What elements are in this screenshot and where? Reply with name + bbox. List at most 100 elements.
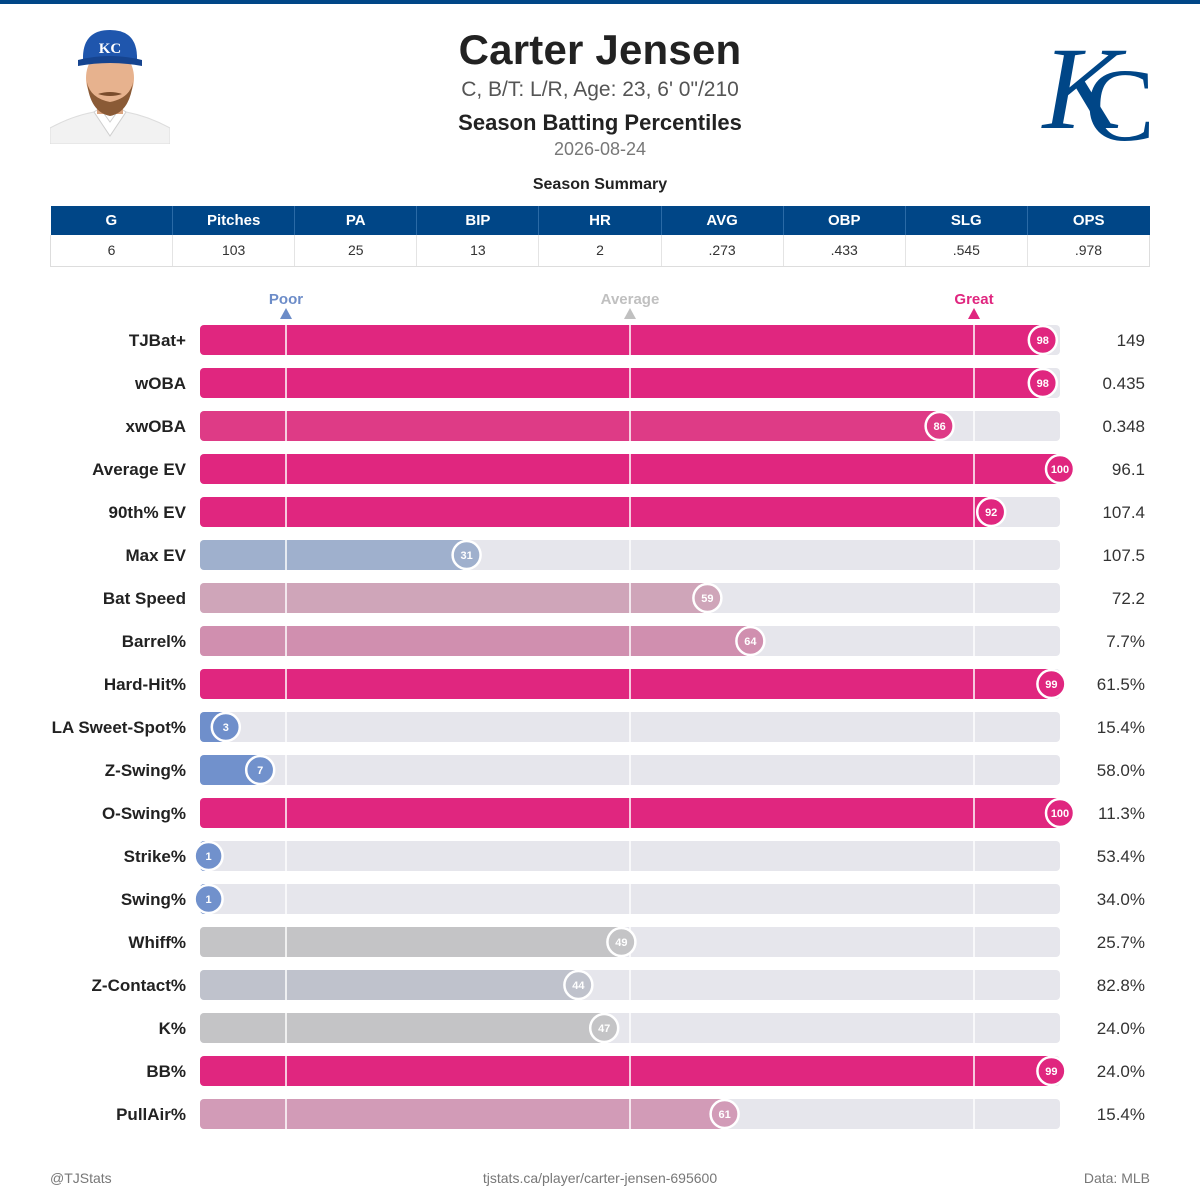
- percentile-label-la-sweet-spot: 3: [223, 722, 229, 734]
- reference-label-great: Great: [954, 291, 993, 308]
- summary-col-ops: OPS: [1027, 206, 1150, 235]
- footer-url[interactable]: tjstats.ca/player/carter-jensen-695600: [482, 1170, 718, 1186]
- metric-value-90th-ev: 107.4: [1102, 503, 1145, 522]
- report-date: 2026-08-24: [553, 139, 647, 159]
- bar-xwoba: [200, 411, 940, 441]
- percentile-label-woba: 98: [1037, 378, 1049, 390]
- metric-value-pullair: 15.4%: [1097, 1105, 1145, 1124]
- percentile-label-average-ev: 100: [1051, 464, 1069, 476]
- bar-hard-hit: [200, 669, 1052, 699]
- percentile-badge-max-ev: [451, 539, 482, 571]
- percentile-label-strike: 1: [206, 851, 212, 863]
- metric-value-max-ev: 107.5: [1102, 546, 1145, 565]
- percentile-label-k: 47: [598, 1023, 610, 1035]
- bar-whiff: [200, 927, 622, 957]
- percentile-label-z-swing: 7: [257, 765, 263, 777]
- metric-value-bb: 24.0%: [1097, 1062, 1145, 1081]
- top-rule: [0, 0, 1200, 4]
- percentile-badge-bat-speed: [692, 582, 723, 614]
- metric-label-k: K%: [159, 1019, 186, 1038]
- summary-col-g: G: [50, 206, 174, 235]
- reference-marker-poor: [280, 308, 292, 319]
- svg-text:K: K: [1041, 24, 1127, 146]
- percentile-badge-90th-ev: [975, 496, 1007, 528]
- bar-pullair: [200, 1099, 725, 1129]
- summary-val-hr: 2: [538, 235, 662, 267]
- reference-label-poor: Poor: [269, 291, 303, 308]
- metric-value-bat-speed: 72.2: [1112, 589, 1145, 608]
- metric-value-tjbat: 149: [1117, 331, 1145, 350]
- metric-label-swing: Swing%: [121, 890, 186, 909]
- metric-label-z-swing: Z-Swing%: [105, 761, 186, 780]
- percentile-label-swing: 1: [206, 894, 212, 906]
- metric-label-90th-ev: 90th% EV: [109, 503, 187, 522]
- reference-marker-great: [968, 308, 980, 319]
- summary-col-slg: SLG: [905, 206, 1028, 235]
- percentile-label-z-contact: 44: [572, 980, 585, 992]
- summary-col-obp: OBP: [783, 206, 906, 235]
- metric-label-whiff: Whiff%: [128, 933, 186, 952]
- metric-value-z-swing: 58.0%: [1097, 761, 1145, 780]
- percentile-label-90th-ev: 92: [985, 507, 997, 519]
- bar-woba: [200, 368, 1043, 398]
- metric-value-xwoba: 0.348: [1102, 417, 1145, 436]
- bar-barrel: [200, 626, 751, 656]
- footer-source: Data: MLB: [1083, 1170, 1150, 1186]
- summary-col-bip: BIP: [416, 206, 540, 235]
- metric-value-average-ev: 96.1: [1112, 460, 1145, 479]
- percentile-badge-swing: [193, 883, 224, 915]
- bar-z-contact: [200, 970, 579, 1000]
- bar-z-swing: [200, 755, 261, 785]
- metric-value-swing: 34.0%: [1097, 890, 1145, 909]
- percentile-label-max-ev: 31: [460, 550, 472, 562]
- percentile-badge-xwoba: [924, 410, 955, 442]
- percentile-label-pullair: 61: [718, 1109, 730, 1121]
- percentile-badge-o-swing: [1044, 797, 1076, 829]
- summary-col-pitches: Pitches: [172, 206, 296, 235]
- metric-label-tjbat: TJBat+: [129, 331, 186, 350]
- metric-label-max-ev: Max EV: [126, 546, 187, 565]
- summary-val-g: 6: [49, 235, 174, 267]
- percentile-label-o-swing: 100: [1051, 808, 1069, 820]
- percentile-label-bat-speed: 59: [701, 593, 713, 605]
- season-summary-table: G Pitches PA BIP HR AVG OBP SLG OPS 6 10…: [49, 206, 1151, 267]
- reference-label-average: Average: [601, 291, 660, 308]
- percentile-badge-bb: [1036, 1055, 1067, 1087]
- metric-label-strike: Strike%: [124, 847, 186, 866]
- summary-val-avg: .273: [661, 235, 784, 267]
- bar-max-ev: [200, 540, 467, 570]
- player-headshot: KC: [50, 26, 170, 144]
- metric-value-la-sweet-spot: 15.4%: [1097, 718, 1145, 737]
- metric-label-average-ev: Average EV: [92, 460, 187, 479]
- player-bio: C, B/T: L/R, Age: 23, 6' 0"/210: [461, 78, 739, 101]
- percentile-label-barrel: 64: [744, 636, 757, 648]
- percentile-badge-strike: [193, 840, 224, 872]
- percentile-badge-z-swing: [244, 754, 276, 786]
- bar-bb: [200, 1056, 1052, 1086]
- reference-marker-average: [624, 308, 636, 319]
- summary-val-pitches: 103: [172, 235, 296, 267]
- bar-bat-speed: [200, 583, 708, 613]
- percentile-badge-z-contact: [563, 969, 594, 1001]
- metric-label-barrel: Barrel%: [122, 632, 186, 651]
- player-name: Carter Jensen: [458, 26, 742, 73]
- metric-value-barrel: 7.7%: [1106, 632, 1145, 651]
- summary-val-bip: 13: [416, 235, 540, 267]
- metric-value-o-swing: 11.3%: [1098, 804, 1145, 823]
- percentile-badge-barrel: [735, 625, 766, 657]
- summary-col-hr: HR: [538, 206, 662, 235]
- percentile-badge-hard-hit: [1036, 668, 1067, 700]
- summary-val-obp: .433: [783, 235, 906, 267]
- summary-value-row: 6 103 25 13 2 .273 .433 .545 .978: [49, 235, 1151, 267]
- bar-tjbat: [200, 325, 1043, 355]
- metric-label-hard-hit: Hard-Hit%: [104, 675, 186, 694]
- chart-subtitle: Season Batting Percentiles: [458, 110, 742, 135]
- footer-credit: @TJStats: [50, 1170, 112, 1186]
- bar-90th-ev: [200, 497, 992, 527]
- metric-value-strike: 53.4%: [1097, 847, 1145, 866]
- svg-text:C: C: [1085, 48, 1152, 146]
- metric-label-pullair: PullAir%: [116, 1105, 186, 1124]
- percentile-badge-pullair: [709, 1098, 740, 1130]
- summary-header-row: G Pitches PA BIP HR AVG OBP SLG OPS: [50, 206, 1150, 235]
